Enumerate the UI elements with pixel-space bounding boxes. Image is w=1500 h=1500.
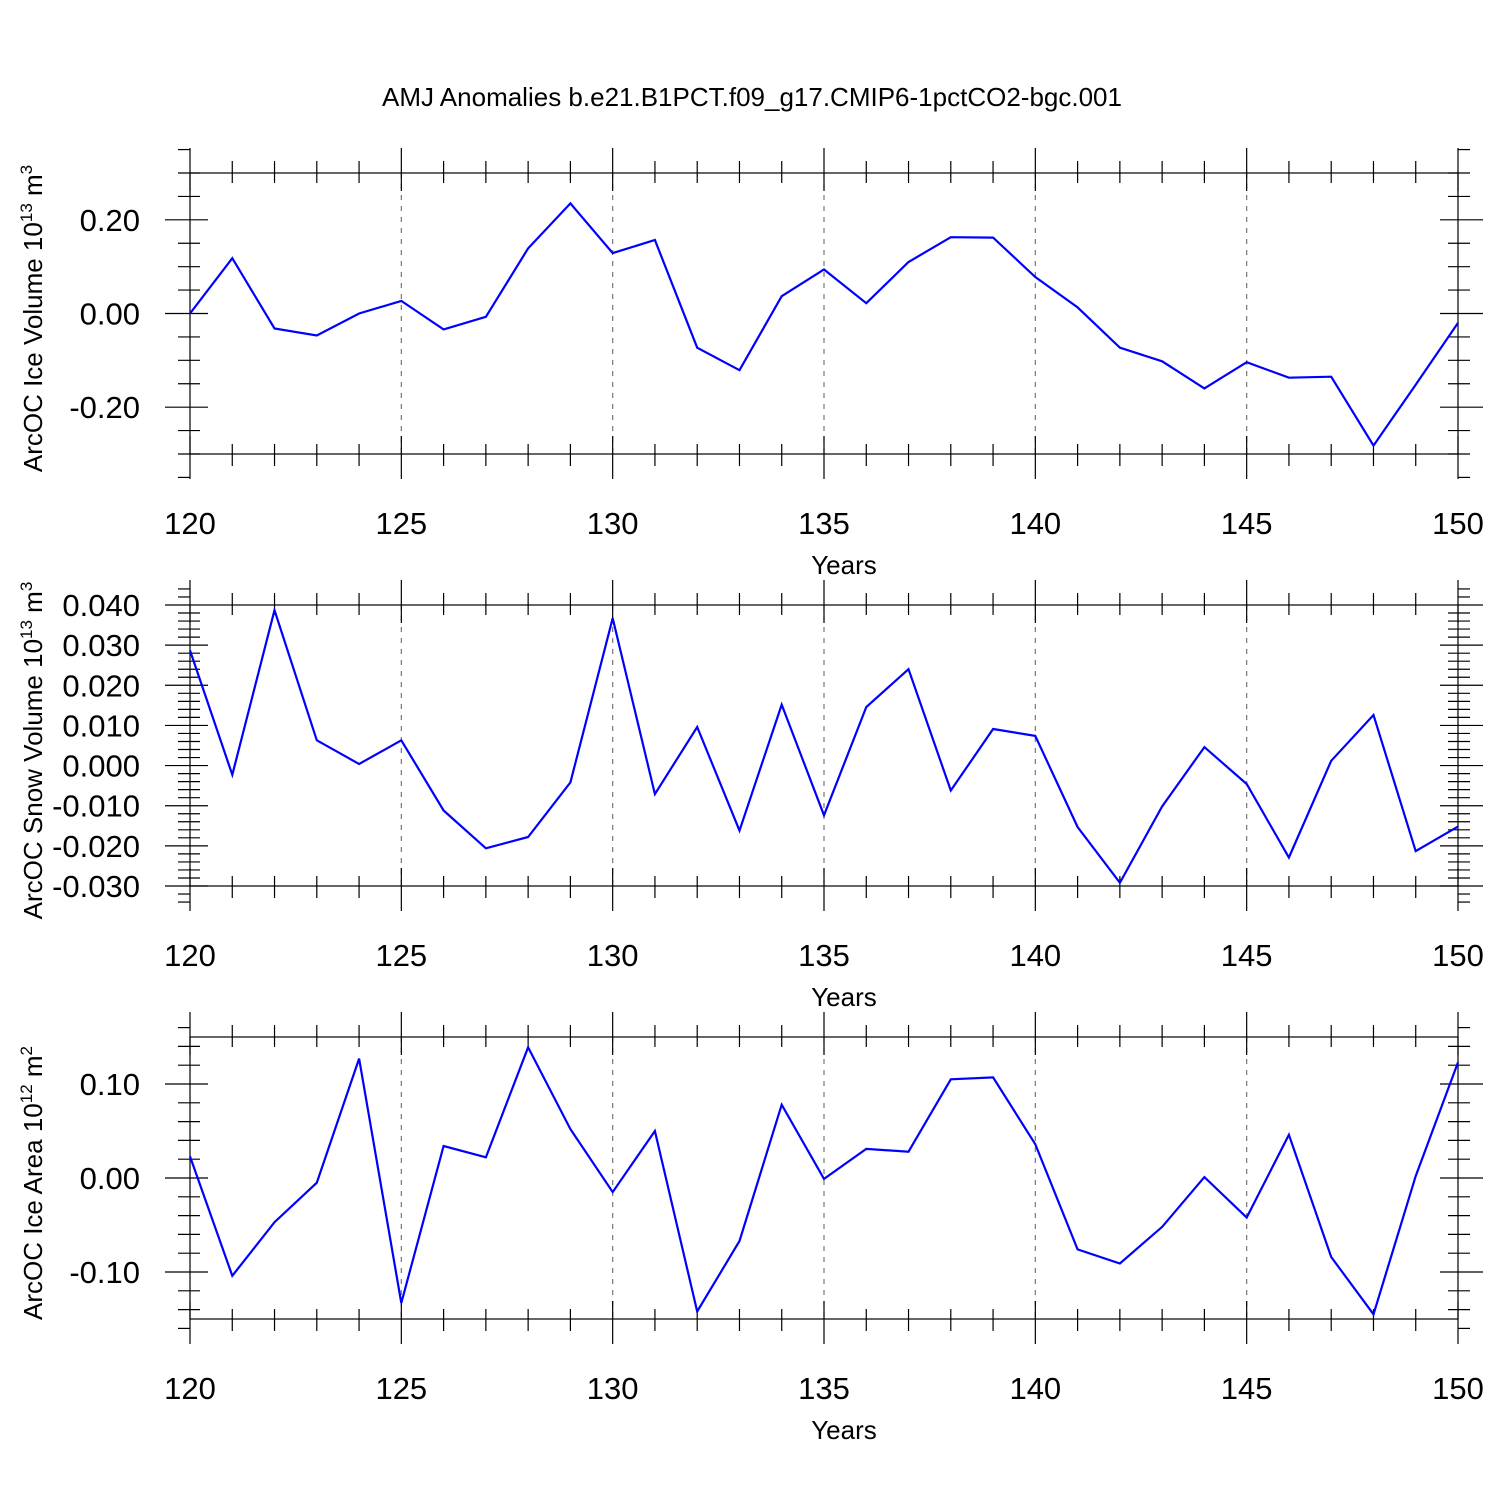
x-tick-label: 135: [798, 506, 850, 541]
y-axis-label: ArcOC Snow Volume 1013 m3: [17, 582, 48, 920]
x-tick-label: 120: [164, 1371, 216, 1406]
x-tick-label: 140: [1009, 938, 1061, 973]
x-tick-label: 145: [1221, 1371, 1273, 1406]
x-axis-label: Years: [811, 550, 877, 580]
panel-3: 120 125 130 135 140 145 150 -0.10 0.00 0.10 Years A…: [17, 1012, 1484, 1445]
series-line: [188, 606, 1459, 885]
plot-frame: [189, 172, 1459, 455]
chart-title: AMJ Anomalies b.e21.B1PCT.f09_g17.CMIP6-…: [382, 82, 1122, 112]
x-tick-label: 125: [375, 1371, 427, 1406]
x-tick-label: 145: [1221, 938, 1273, 973]
x-tick-label: 135: [798, 1371, 850, 1406]
x-tick-label: 140: [1009, 1371, 1061, 1406]
panel-1: 120 125 130 135 140 145 150 -0.20 0.00 0.20 Years A…: [17, 148, 1484, 580]
x-tick-label: 125: [375, 506, 427, 541]
plot-frame: [189, 604, 1459, 887]
y-tick-label: -0.010: [52, 789, 140, 824]
series-line: [188, 1044, 1460, 1317]
x-tick-label: 120: [164, 938, 216, 973]
y-tick-label: 0.010: [62, 708, 140, 743]
y-tick-label: 0.020: [62, 668, 140, 703]
panels: 120 125 130 135 140 145 150 -0.20 0.00 0.20 Years A…: [17, 148, 1484, 1445]
panel-2: 120 125 130 135 140 145 150 -0.030 -0.020 -0.010 0…: [17, 580, 1484, 1012]
y-tick-label: 0.040: [62, 588, 140, 623]
x-tick-label: 145: [1221, 506, 1273, 541]
x-tick-label: 125: [375, 938, 427, 973]
x-tick-label: 140: [1009, 506, 1061, 541]
y-tick-label: -0.020: [52, 829, 140, 864]
y-tick-label: 0.20: [80, 203, 140, 238]
x-axis-label: Years: [811, 982, 877, 1012]
y-tick-label: 0.10: [80, 1067, 140, 1102]
y-tick-label: -0.20: [69, 390, 140, 425]
x-tick-label: 150: [1432, 506, 1484, 541]
series-line: [189, 201, 1459, 448]
x-tick-label: 130: [587, 1371, 639, 1406]
x-tick-label: 150: [1432, 938, 1484, 973]
y-tick-label: 0.030: [62, 628, 140, 663]
y-tick-label: 0.000: [62, 749, 140, 784]
x-tick-label: 150: [1432, 1371, 1484, 1406]
y-tick-label: 0.00: [80, 297, 140, 332]
y-axis-label: ArcOC Ice Volume 1013 m3: [17, 165, 48, 472]
x-tick-label: 130: [587, 506, 639, 541]
y-tick-label: -0.10: [69, 1255, 140, 1290]
y-tick-label: -0.030: [52, 869, 140, 904]
y-axis-label: ArcOC Ice Area 1012 m2: [17, 1046, 48, 1320]
y-tick-label: 0.00: [80, 1161, 140, 1196]
x-axis-label: Years: [811, 1415, 877, 1445]
x-tick-label: 120: [164, 506, 216, 541]
x-tick-label: 130: [587, 938, 639, 973]
x-tick-label: 135: [798, 938, 850, 973]
